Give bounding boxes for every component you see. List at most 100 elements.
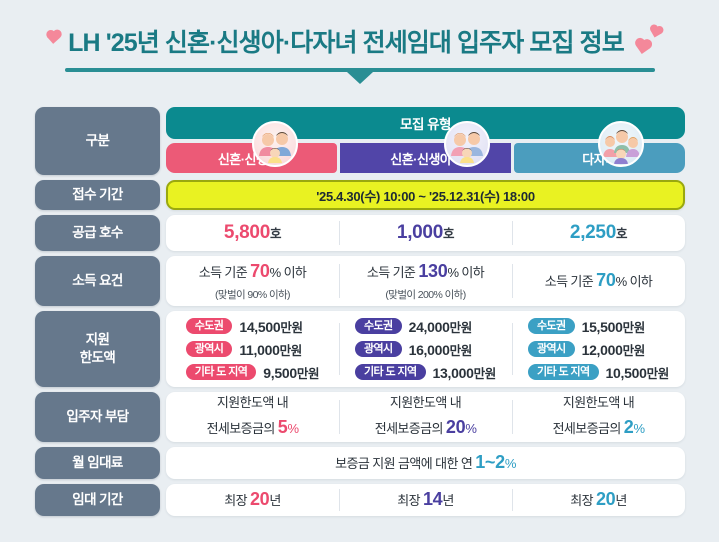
limit-unit: 만원 (473, 366, 497, 381)
period-value-cell: '25.4.30(수) 10:00 ~ '25.12.31(수) 18:00 (166, 180, 685, 210)
table-row-type: 구분 모집 유형 신혼·신생아 I (35, 107, 685, 175)
limit-amount: 15,500만원 (581, 317, 646, 336)
income-value: 130 (418, 261, 448, 282)
duration-text-3: 최장 20년 (570, 488, 627, 511)
limit-item: 기타 도 지역 10,500만원 (528, 363, 669, 382)
income-prefix: 소득 기준 (544, 274, 597, 290)
duration-suffix: 년 (442, 493, 454, 509)
limit-col-1: 수도권 14,500만원 광역시 11,000만원 기타 도 지역 9,500만… (166, 311, 339, 387)
supply-unit: 호 (615, 227, 628, 241)
burden-prefix: 전세보증금의 (374, 420, 446, 436)
region-badge: 수도권 (355, 318, 402, 334)
rent-text: 보증금 지원 금액에 대한 연 1~2% (335, 451, 516, 474)
row-label-rent: 월 임대료 (35, 447, 160, 479)
burden-suffix: % (465, 420, 477, 436)
region-badge: 광역시 (528, 341, 575, 357)
limit-unit: 만원 (646, 366, 670, 381)
page-title: LH '25년 신혼·신생아·다자녀 전세임대 입주자 모집 정보 (68, 28, 625, 57)
income-note-2: (맞벌이 200% 이하) (385, 288, 466, 301)
limit-number: 15,500 (581, 318, 623, 335)
burden-line2-3: 전세보증금의 2% (553, 416, 645, 439)
tab-newlywed-2[interactable]: 신혼·신생아 II (340, 121, 511, 173)
supply-number: 5,800 (223, 222, 270, 243)
income-suffix: % 이하 (615, 274, 653, 290)
duration-suffix: 년 (615, 493, 627, 509)
burden-col-3: 지원한도액 내 전세보증금의 2% (512, 392, 685, 442)
rent-value-cell: 보증금 지원 금액에 대한 연 1~2% (166, 447, 685, 479)
row-label-type: 구분 (35, 107, 160, 175)
supply-unit: 호 (442, 227, 455, 241)
rent-col: 보증금 지원 금액에 대한 연 1~2% (166, 447, 685, 479)
duration-suffix: 년 (269, 493, 281, 509)
limit-col-3: 수도권 15,500만원 광역시 12,000만원 기타 도 지역 10,500… (512, 311, 685, 387)
burden-suffix: % (633, 420, 645, 436)
region-badge: 광역시 (355, 341, 402, 357)
limit-amount: 16,000만원 (409, 340, 473, 359)
limit-amount: 24,000만원 (408, 317, 473, 336)
supply-number: 2,250 (569, 222, 616, 243)
table-row-rent: 월 임대료 보증금 지원 금액에 대한 연 1~2% (35, 447, 685, 479)
rent-value: 1~2 (475, 452, 505, 473)
burden-line2-2: 전세보증금의 20% (375, 416, 477, 439)
table-row-period: 접수 기간 '25.4.30(수) 10:00 ~ '25.12.31(수) 1… (35, 180, 685, 210)
burden-value-cell: 지원한도액 내 전세보증금의 5% 지원한도액 내 전세보증금의 20% 지원한… (166, 392, 685, 442)
burden-line1-3: 지원한도액 내 (562, 394, 635, 410)
supply-col-2: 1,000호 (339, 215, 512, 251)
limit-number: 11,000 (239, 341, 280, 358)
duration-text-1: 최장 20년 (224, 488, 281, 511)
row-label-burden: 입주자 부담 (35, 392, 160, 442)
limit-value-cell: 수도권 14,500만원 광역시 11,000만원 기타 도 지역 9,500만… (166, 311, 685, 387)
limit-amount: 14,500만원 (239, 317, 303, 336)
heart-icon (635, 40, 650, 54)
limit-unit: 만원 (296, 366, 320, 381)
duration-value: 20 (249, 489, 270, 510)
limit-number: 24,000 (408, 318, 450, 335)
duration-col-3: 최장 20년 (512, 484, 685, 516)
duration-text-2: 최장 14년 (397, 488, 454, 511)
type-banner: 모집 유형 (166, 107, 685, 139)
limit-number: 9,500 (263, 364, 297, 381)
limit-list-2: 수도권 24,000만원 광역시 16,000만원 기타 도 지역 13,000… (355, 317, 496, 382)
title-zone: LH '25년 신혼·신생아·다자녀 전세임대 입주자 모집 정보 (0, 0, 719, 95)
supply-col-3: 2,250호 (512, 215, 685, 251)
family-avatar-icon (444, 121, 490, 167)
income-note-1: (맞벌이 90% 이하) (215, 288, 291, 301)
tab-newlywed-1[interactable]: 신혼·신생아 I (166, 121, 337, 173)
burden-line1-1: 지원한도액 내 (216, 394, 289, 410)
tab-label: 신혼·신생아 II (390, 151, 461, 167)
row-label-limit-line2: 한도액 (79, 350, 116, 365)
limit-amount: 11,000만원 (239, 340, 302, 359)
income-col-1: 소득 기준 70% 이하 (맞벌이 90% 이하) (166, 256, 339, 306)
duration-col-1: 최장 20년 (166, 484, 339, 516)
limit-unit: 만원 (622, 343, 646, 358)
income-col-3: 소득 기준 70% 이하 (512, 256, 685, 306)
limit-item: 기타 도 지역 13,000만원 (355, 363, 496, 382)
supply-value-2: 1,000호 (396, 222, 455, 244)
limit-number: 12,000 (581, 341, 623, 358)
table-row-limit: 지원 한도액 수도권 14,500만원 광역시 11,000만원 기타 도 지역 (35, 311, 685, 387)
income-suffix: % 이하 (447, 265, 485, 281)
family-avatar-icon (252, 121, 298, 167)
income-prefix: 소득 기준 (198, 265, 251, 281)
burden-value: 5 (277, 416, 288, 437)
supply-number: 1,000 (396, 222, 443, 243)
type-tabs: 신혼·신생아 I (166, 121, 685, 173)
limit-item: 수도권 24,000만원 (355, 317, 472, 336)
income-value: 70 (250, 261, 270, 282)
row-label-income: 소득 요건 (35, 256, 160, 306)
duration-prefix: 최장 (397, 493, 423, 509)
tab-multichild[interactable]: 다자녀 (514, 121, 685, 173)
table-row-supply: 공급 호수 5,800호 1,000호 2,250호 (35, 215, 685, 251)
limit-unit: 만원 (622, 320, 646, 335)
limit-list-1: 수도권 14,500만원 광역시 11,000만원 기타 도 지역 9,500만… (185, 317, 320, 382)
limit-number: 14,500 (239, 318, 281, 335)
limit-number: 10,500 (605, 364, 647, 381)
supply-value-cell: 5,800호 1,000호 2,250호 (166, 215, 685, 251)
limit-item: 수도권 14,500만원 (185, 317, 303, 336)
income-value-cell: 소득 기준 70% 이하 (맞벌이 90% 이하) 소득 기준 130% 이하 … (166, 256, 685, 306)
row-label-duration: 임대 기간 (35, 484, 160, 516)
supply-value-3: 2,250호 (569, 222, 628, 244)
income-main-2: 소득 기준 130% 이하 (367, 260, 485, 283)
limit-amount: 9,500만원 (263, 363, 319, 382)
limit-unit: 만원 (449, 343, 473, 358)
